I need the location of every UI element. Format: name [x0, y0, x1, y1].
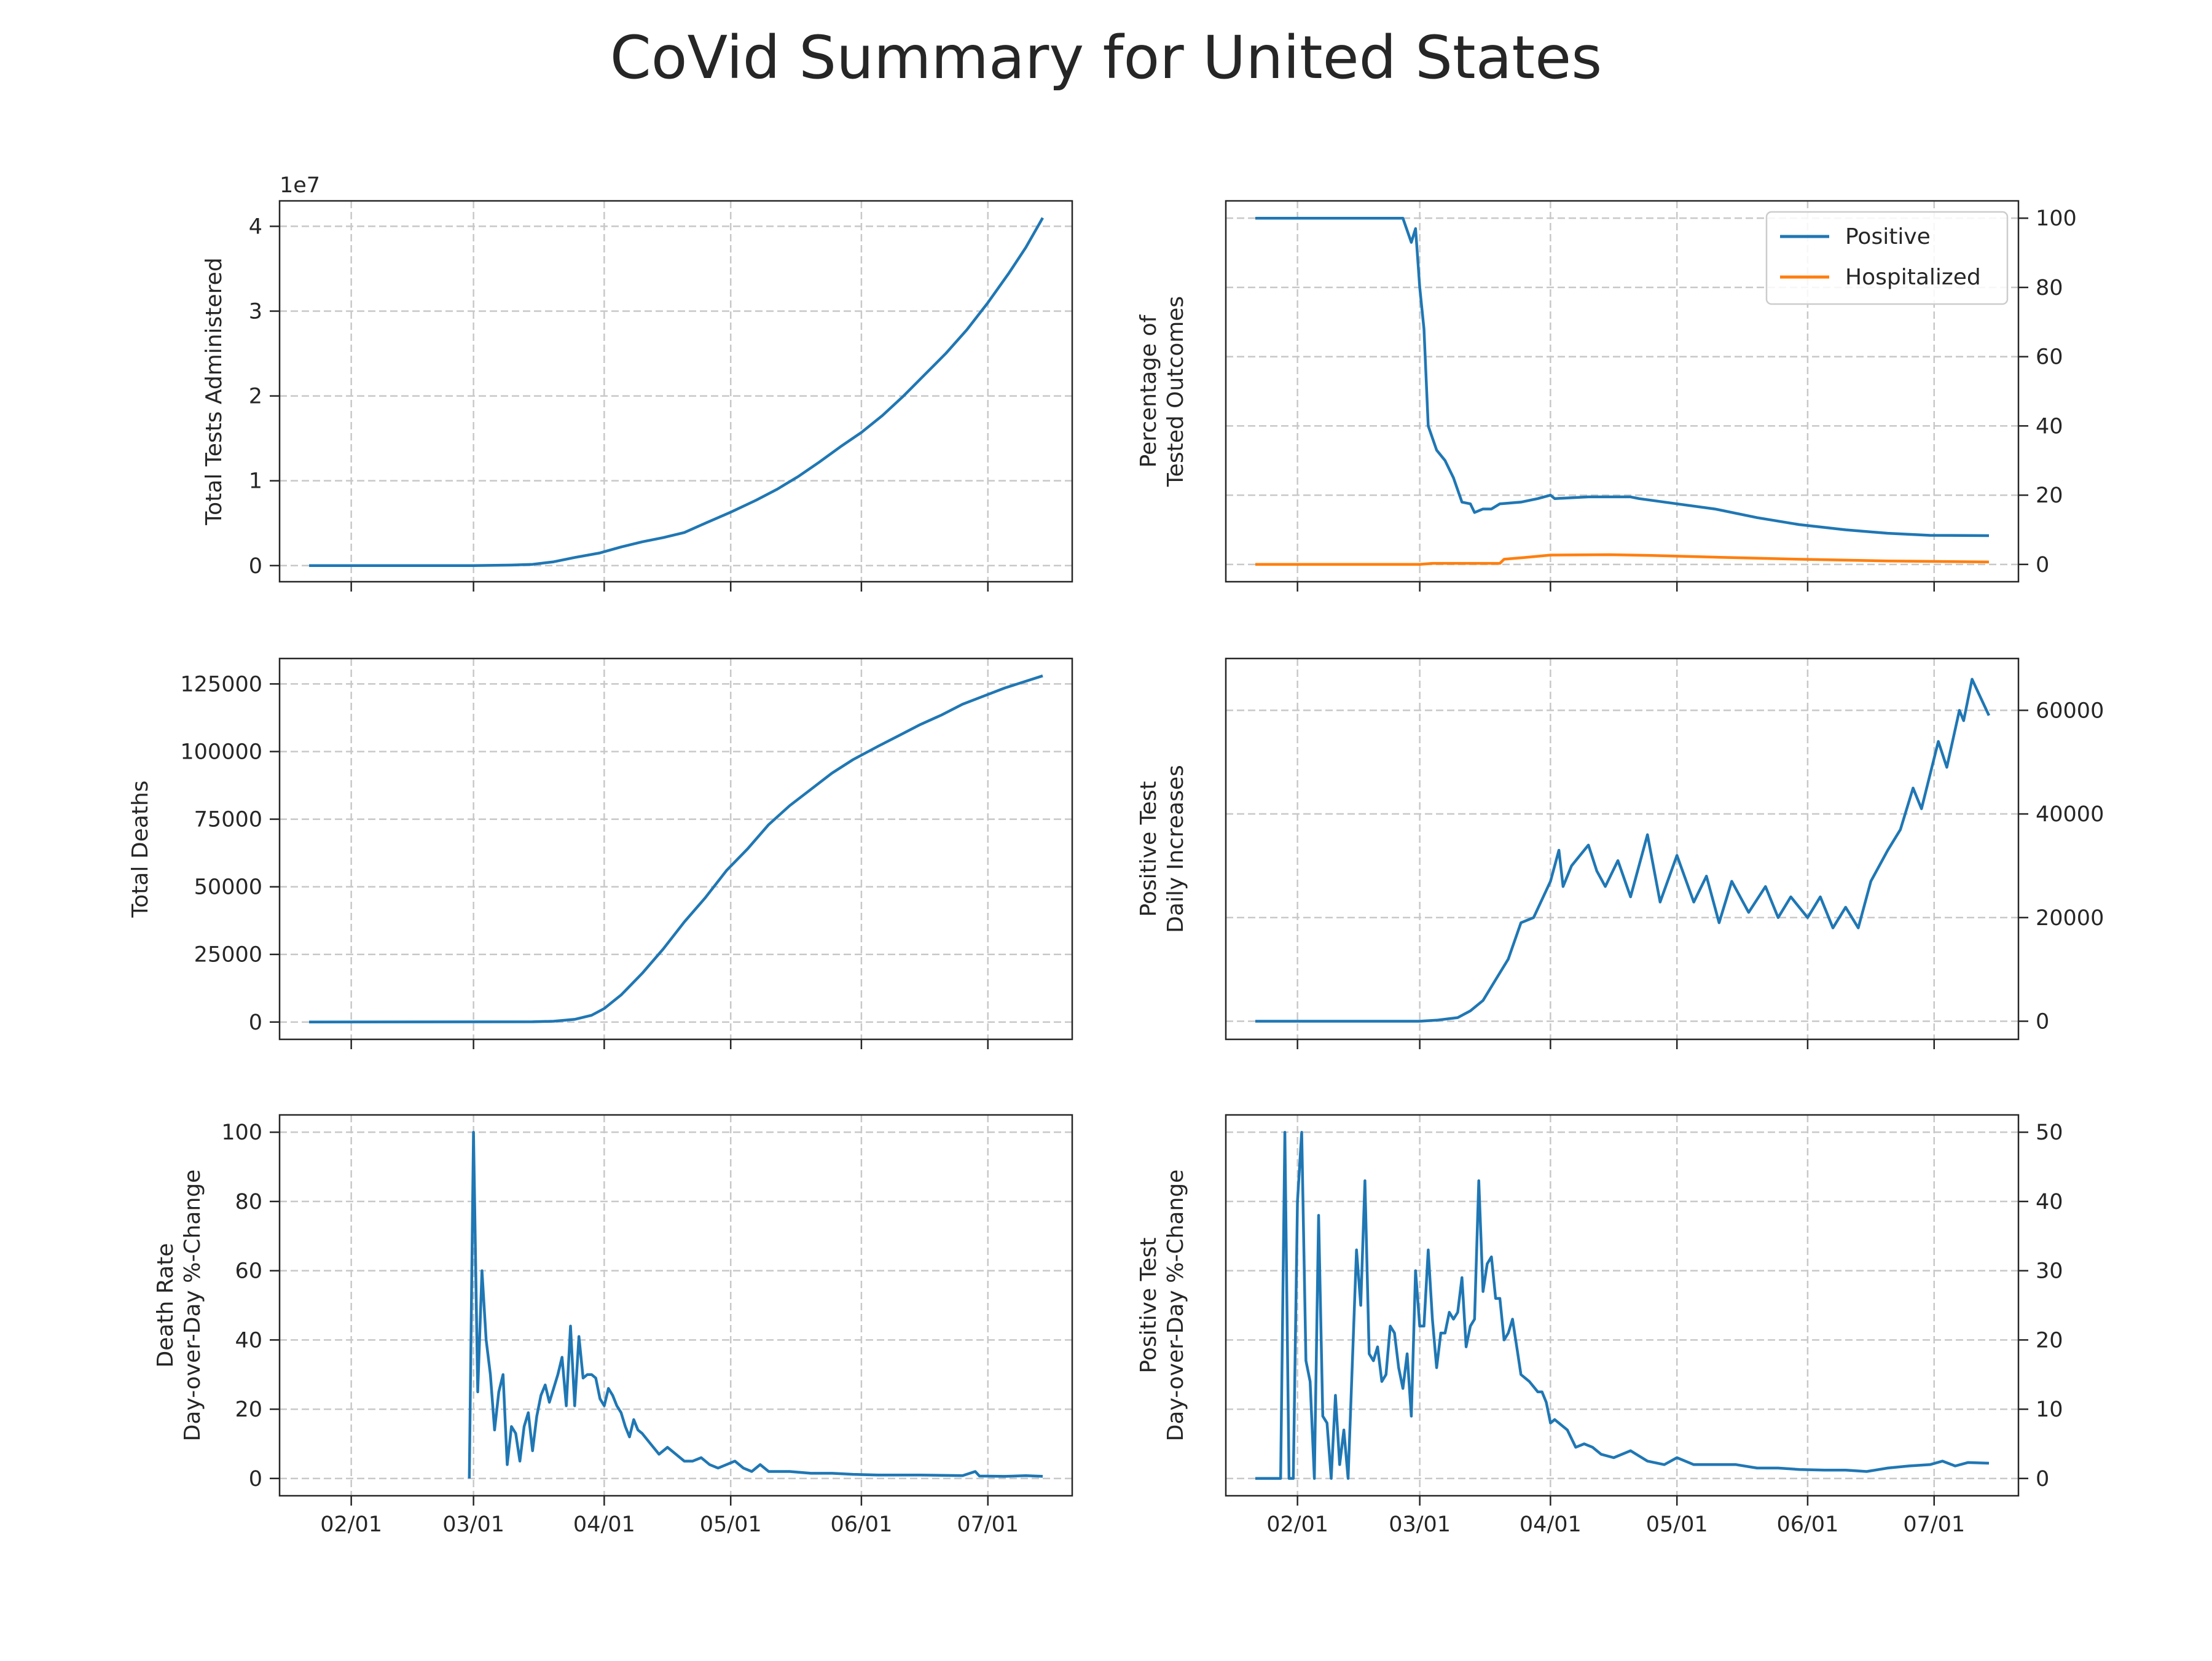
tests-ylabel-0: Total Tests Administered [202, 257, 227, 525]
death_rate-axes-frame [278, 1114, 1073, 1497]
tests-ytick-label-4: 4 [249, 214, 262, 239]
outcomes-ytick-label-2: 40 [2036, 414, 2063, 439]
deaths-axes-frame [278, 657, 1073, 1041]
tests-ytick-label-2: 2 [249, 385, 262, 409]
outcomes-ytick-label-3: 60 [2036, 345, 2063, 370]
pos_daily-ytick-label-0: 0 [2036, 1009, 2049, 1034]
tests-offset-text: 1e7 [280, 173, 320, 198]
pos_daily-ytick-label-3: 60000 [2036, 698, 2104, 723]
pos_rate-ytick-label-0: 0 [2036, 1467, 2049, 1491]
pos_rate-xtick-label-3: 05/01 [1646, 1512, 1708, 1537]
death_rate-ylabel-1: Day-over-Day %-Change [180, 1170, 205, 1442]
figure-title: CoVid Summary for United States [610, 23, 1602, 92]
deaths-ytick-label-4: 100000 [180, 740, 262, 764]
outcomes-series-line-1 [1255, 553, 1990, 566]
tests-axes-frame [278, 200, 1073, 583]
death_rate-xtick-label-3: 05/01 [700, 1512, 762, 1537]
death_rate-ylabel-0: Death Rate [153, 1243, 178, 1368]
tests-ytick-label-1: 1 [249, 469, 262, 494]
deaths-ytick-label-5: 125000 [180, 672, 262, 697]
deaths-ytick-label-3: 75000 [194, 808, 262, 832]
deaths-series-line-0 [308, 674, 1043, 1024]
death_rate-xtick-label-0: 02/01 [320, 1512, 382, 1537]
pos_rate-axes-frame [1225, 1114, 2020, 1497]
death_rate-xtick-label-1: 03/01 [442, 1512, 504, 1537]
death_rate-ytick-label-2: 40 [235, 1328, 262, 1353]
death_rate-xtick-label-2: 04/01 [573, 1512, 635, 1537]
death_rate-ytick-label-0: 0 [249, 1467, 262, 1491]
pos_daily-ylabel-0: Positive Test [1136, 781, 1161, 916]
death_rate-ytick-label-5: 100 [221, 1120, 262, 1145]
outcomes-axes-frame [1225, 200, 2020, 583]
pos_daily-axes-frame [1225, 657, 2020, 1041]
pos_rate-xtick-label-4: 06/01 [1776, 1512, 1838, 1537]
pos_rate-xtick-label-5: 07/01 [1903, 1512, 1965, 1537]
legend-label-1: Hospitalized [1845, 265, 1981, 290]
deaths-ytick-label-0: 0 [249, 1010, 262, 1035]
death_rate-xtick-label-4: 06/01 [830, 1512, 892, 1537]
tests-series-line-0 [309, 217, 1044, 568]
pos_rate-ylabel-1: Day-over-Day %-Change [1163, 1170, 1188, 1442]
deaths-ytick-label-1: 25000 [194, 943, 262, 967]
pos_rate-xtick-label-0: 02/01 [1266, 1512, 1328, 1537]
death_rate-ytick-label-4: 80 [235, 1190, 262, 1214]
deaths-ylabel-0: Total Deaths [128, 780, 153, 918]
death_rate-ytick-label-3: 60 [235, 1259, 262, 1284]
legend-label-0: Positive [1845, 224, 1931, 249]
pos_daily-series-line-0 [1255, 678, 1991, 1023]
pos_rate-series-line-0 [1255, 1130, 1990, 1480]
outcomes-ytick-label-4: 80 [2036, 276, 2063, 300]
pos_rate-xtick-label-2: 04/01 [1520, 1512, 1582, 1537]
pos_daily-ytick-label-2: 40000 [2036, 802, 2104, 827]
outcomes-ylabel-0: Percentage of [1136, 314, 1161, 467]
pos_daily-ylabel-1: Daily Increases [1163, 765, 1188, 933]
pos_rate-ytick-label-4: 40 [2036, 1190, 2063, 1214]
outcomes-ytick-label-1: 20 [2036, 483, 2063, 508]
outcomes-ytick-label-0: 0 [2036, 553, 2049, 577]
death_rate-ytick-label-1: 20 [235, 1397, 262, 1422]
death_rate-series-line-0 [468, 1130, 1043, 1479]
deaths-ytick-label-2: 50000 [194, 875, 262, 900]
pos_rate-ytick-label-2: 20 [2036, 1328, 2063, 1353]
tests-ytick-label-3: 3 [249, 300, 262, 324]
outcomes-ytick-label-5: 100 [2036, 206, 2077, 231]
death_rate-xtick-label-5: 07/01 [957, 1512, 1019, 1537]
pos_daily-ytick-label-1: 20000 [2036, 906, 2104, 931]
pos_rate-ytick-label-1: 10 [2036, 1397, 2063, 1422]
outcomes-ylabel-1: Tested Outcomes [1163, 296, 1188, 487]
outcomes-series-line-0 [1255, 216, 1990, 537]
pos_rate-ytick-label-5: 50 [2036, 1120, 2063, 1145]
pos_rate-xtick-label-1: 03/01 [1389, 1512, 1451, 1537]
pos_rate-ytick-label-3: 30 [2036, 1259, 2063, 1284]
pos_rate-ylabel-0: Positive Test [1136, 1237, 1161, 1373]
tests-ytick-label-0: 0 [249, 554, 262, 579]
